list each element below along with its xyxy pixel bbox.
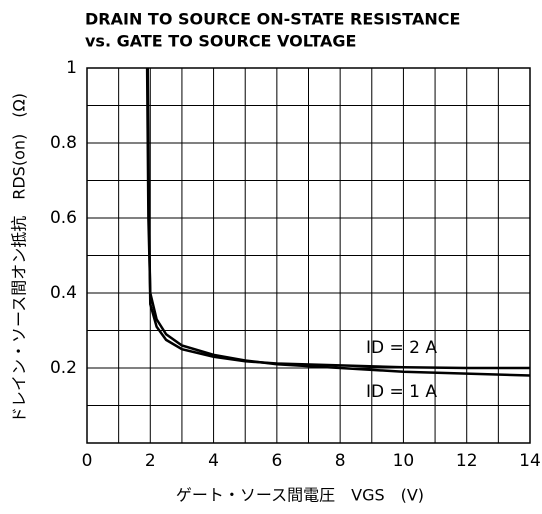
x-tick-label: 6 (271, 451, 282, 471)
x-tick-label: 4 (208, 451, 219, 471)
x-tick-label: 8 (335, 451, 346, 471)
chart-subtitle: vs. GATE TO SOURCE VOLTAGE (85, 32, 356, 51)
y-tick-label: 0.4 (50, 283, 77, 303)
x-axis-label: ゲート・ソース間電圧 VGS (V) (176, 486, 424, 505)
y-tick-label: 0.2 (50, 358, 77, 378)
x-tick-label: 14 (519, 451, 541, 471)
chart-title: DRAIN TO SOURCE ON-STATE RESISTANCE (85, 10, 460, 29)
series-line (145, 67, 531, 377)
y-tick-label: 0.6 (50, 208, 77, 228)
x-tick-label: 10 (393, 451, 415, 471)
plot-frame (86, 67, 531, 444)
x-tick-label: 2 (145, 451, 156, 471)
y-axis-label: ドレイン・ソース間オン抵抗 RDS(on) (Ω) (10, 93, 29, 423)
series-label: ID = 1 A (366, 382, 437, 402)
series-line (146, 67, 530, 370)
series-label: ID = 2 A (366, 338, 437, 358)
x-tick-label: 0 (82, 451, 93, 471)
y-tick-label: 0.8 (50, 133, 77, 153)
x-tick-label: 12 (456, 451, 478, 471)
y-tick-label: 1 (66, 58, 77, 78)
